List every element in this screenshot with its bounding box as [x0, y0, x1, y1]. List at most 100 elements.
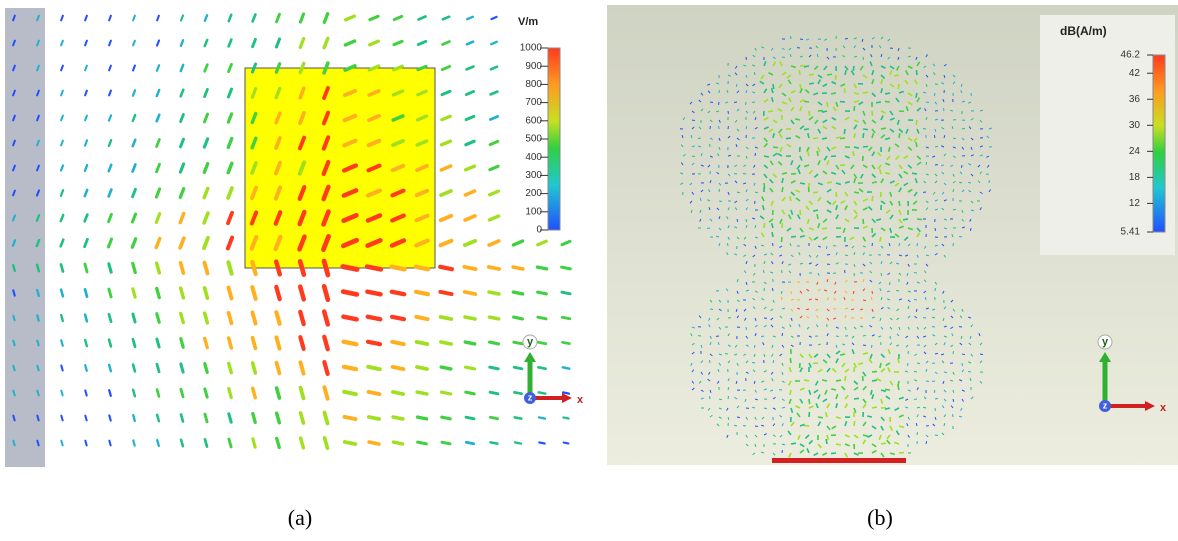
field-arrow: [746, 219, 747, 222]
field-arrow: [800, 183, 805, 184]
field-arrow: [743, 173, 746, 174]
field-arrow: [804, 129, 809, 130]
field-arrow: [871, 345, 872, 348]
field-arrow: [916, 423, 917, 426]
legend-unit: V/m: [518, 16, 538, 28]
field-arrow: [898, 385, 899, 390]
field-arrow: [844, 129, 845, 134]
field-arrow: [827, 182, 832, 183]
colorbar-tick-label: 600: [525, 115, 542, 126]
field-arrow: [881, 128, 886, 129]
field-arrow: [133, 365, 135, 372]
field-arrow: [943, 108, 944, 111]
field-arrow: [853, 291, 854, 294]
field-arrow: [392, 267, 405, 270]
colorbar-tick-label: 500: [525, 134, 542, 145]
colorbar-tick-label: 24: [1129, 146, 1141, 157]
field-arrow: [817, 214, 818, 219]
field-arrow: [953, 390, 954, 393]
field-arrow: [13, 366, 14, 371]
field-arrow: [968, 182, 971, 183]
field-arrow: [953, 189, 954, 192]
field-arrow: [205, 439, 207, 446]
field-arrow: [845, 38, 848, 39]
colorbar-tick-label: 12: [1129, 198, 1141, 209]
field-arrow: [441, 317, 452, 319]
field-arrow: [109, 415, 110, 420]
field-arrow: [962, 354, 965, 355]
field-arrow: [417, 392, 427, 394]
field-arrow: [489, 317, 498, 319]
field-arrow: [926, 441, 927, 444]
field-arrow: [773, 84, 774, 89]
field-arrow: [923, 128, 926, 129]
field-arrow: [971, 210, 974, 211]
field-arrow: [109, 441, 110, 446]
field-arrow: [867, 416, 872, 417]
field-arrow: [944, 372, 947, 373]
field-arrow: [61, 441, 62, 446]
field-arrow: [490, 367, 498, 369]
field-arrow: [854, 192, 859, 193]
field-arrow: [737, 417, 740, 418]
field-arrow: [782, 333, 783, 336]
field-arrow: [836, 380, 841, 381]
field-arrow: [13, 391, 14, 396]
field-arrow: [13, 316, 14, 321]
field-arrow: [831, 389, 836, 390]
field-arrow: [959, 416, 962, 417]
colorbar-tick-label: 100: [525, 206, 542, 217]
field-arrow: [344, 367, 356, 369]
field-arrow: [441, 392, 450, 394]
field-arrow: [916, 309, 917, 312]
x-axis-label: x: [577, 394, 584, 406]
field-arrow: [844, 88, 845, 93]
field-arrow: [563, 342, 570, 343]
field-arrow: [61, 264, 63, 271]
colorbar-tick-label: 200: [525, 188, 542, 199]
field-arrow: [872, 380, 877, 381]
y-axis-label: y: [1102, 336, 1109, 348]
field-arrow: [416, 317, 427, 319]
field-arrow: [37, 416, 38, 421]
field-arrow: [961, 165, 962, 168]
field-arrow: [85, 264, 87, 272]
field-arrow: [853, 66, 854, 71]
field-arrow: [818, 417, 823, 418]
field-arrow: [800, 84, 801, 89]
field-arrow: [822, 138, 827, 139]
field-arrow: [914, 371, 917, 372]
field-arrow: [781, 297, 782, 300]
field-arrow: [791, 299, 794, 300]
field-arrow: [181, 440, 183, 446]
field-arrow: [466, 442, 473, 443]
field-arrow: [562, 267, 571, 269]
feed-line: [772, 458, 906, 463]
field-arrow: [880, 363, 881, 368]
field-arrow: [854, 101, 859, 102]
field-arrow: [795, 119, 800, 120]
field-arrow: [718, 342, 719, 345]
field-arrow: [344, 342, 357, 345]
field-arrow: [61, 366, 62, 371]
field-arrow: [538, 367, 545, 368]
field-arrow: [863, 92, 868, 93]
field-arrow: [109, 314, 111, 321]
field-arrow: [514, 317, 523, 319]
field-arrow: [13, 341, 14, 346]
z-axis-label: z: [1103, 400, 1108, 410]
field-arrow: [831, 93, 836, 94]
field-arrow: [728, 155, 731, 156]
field-arrow: [692, 120, 695, 121]
field-arrow: [85, 315, 87, 322]
colorbar-tick-label: 0: [536, 225, 542, 236]
field-arrow: [881, 273, 882, 276]
field-arrow: [773, 133, 774, 138]
field-arrow: [872, 371, 877, 372]
field-arrow: [934, 93, 935, 96]
field-arrow: [61, 416, 62, 421]
field-arrow: [727, 243, 728, 246]
caption: (b): [867, 505, 893, 530]
field-arrow: [393, 442, 402, 444]
